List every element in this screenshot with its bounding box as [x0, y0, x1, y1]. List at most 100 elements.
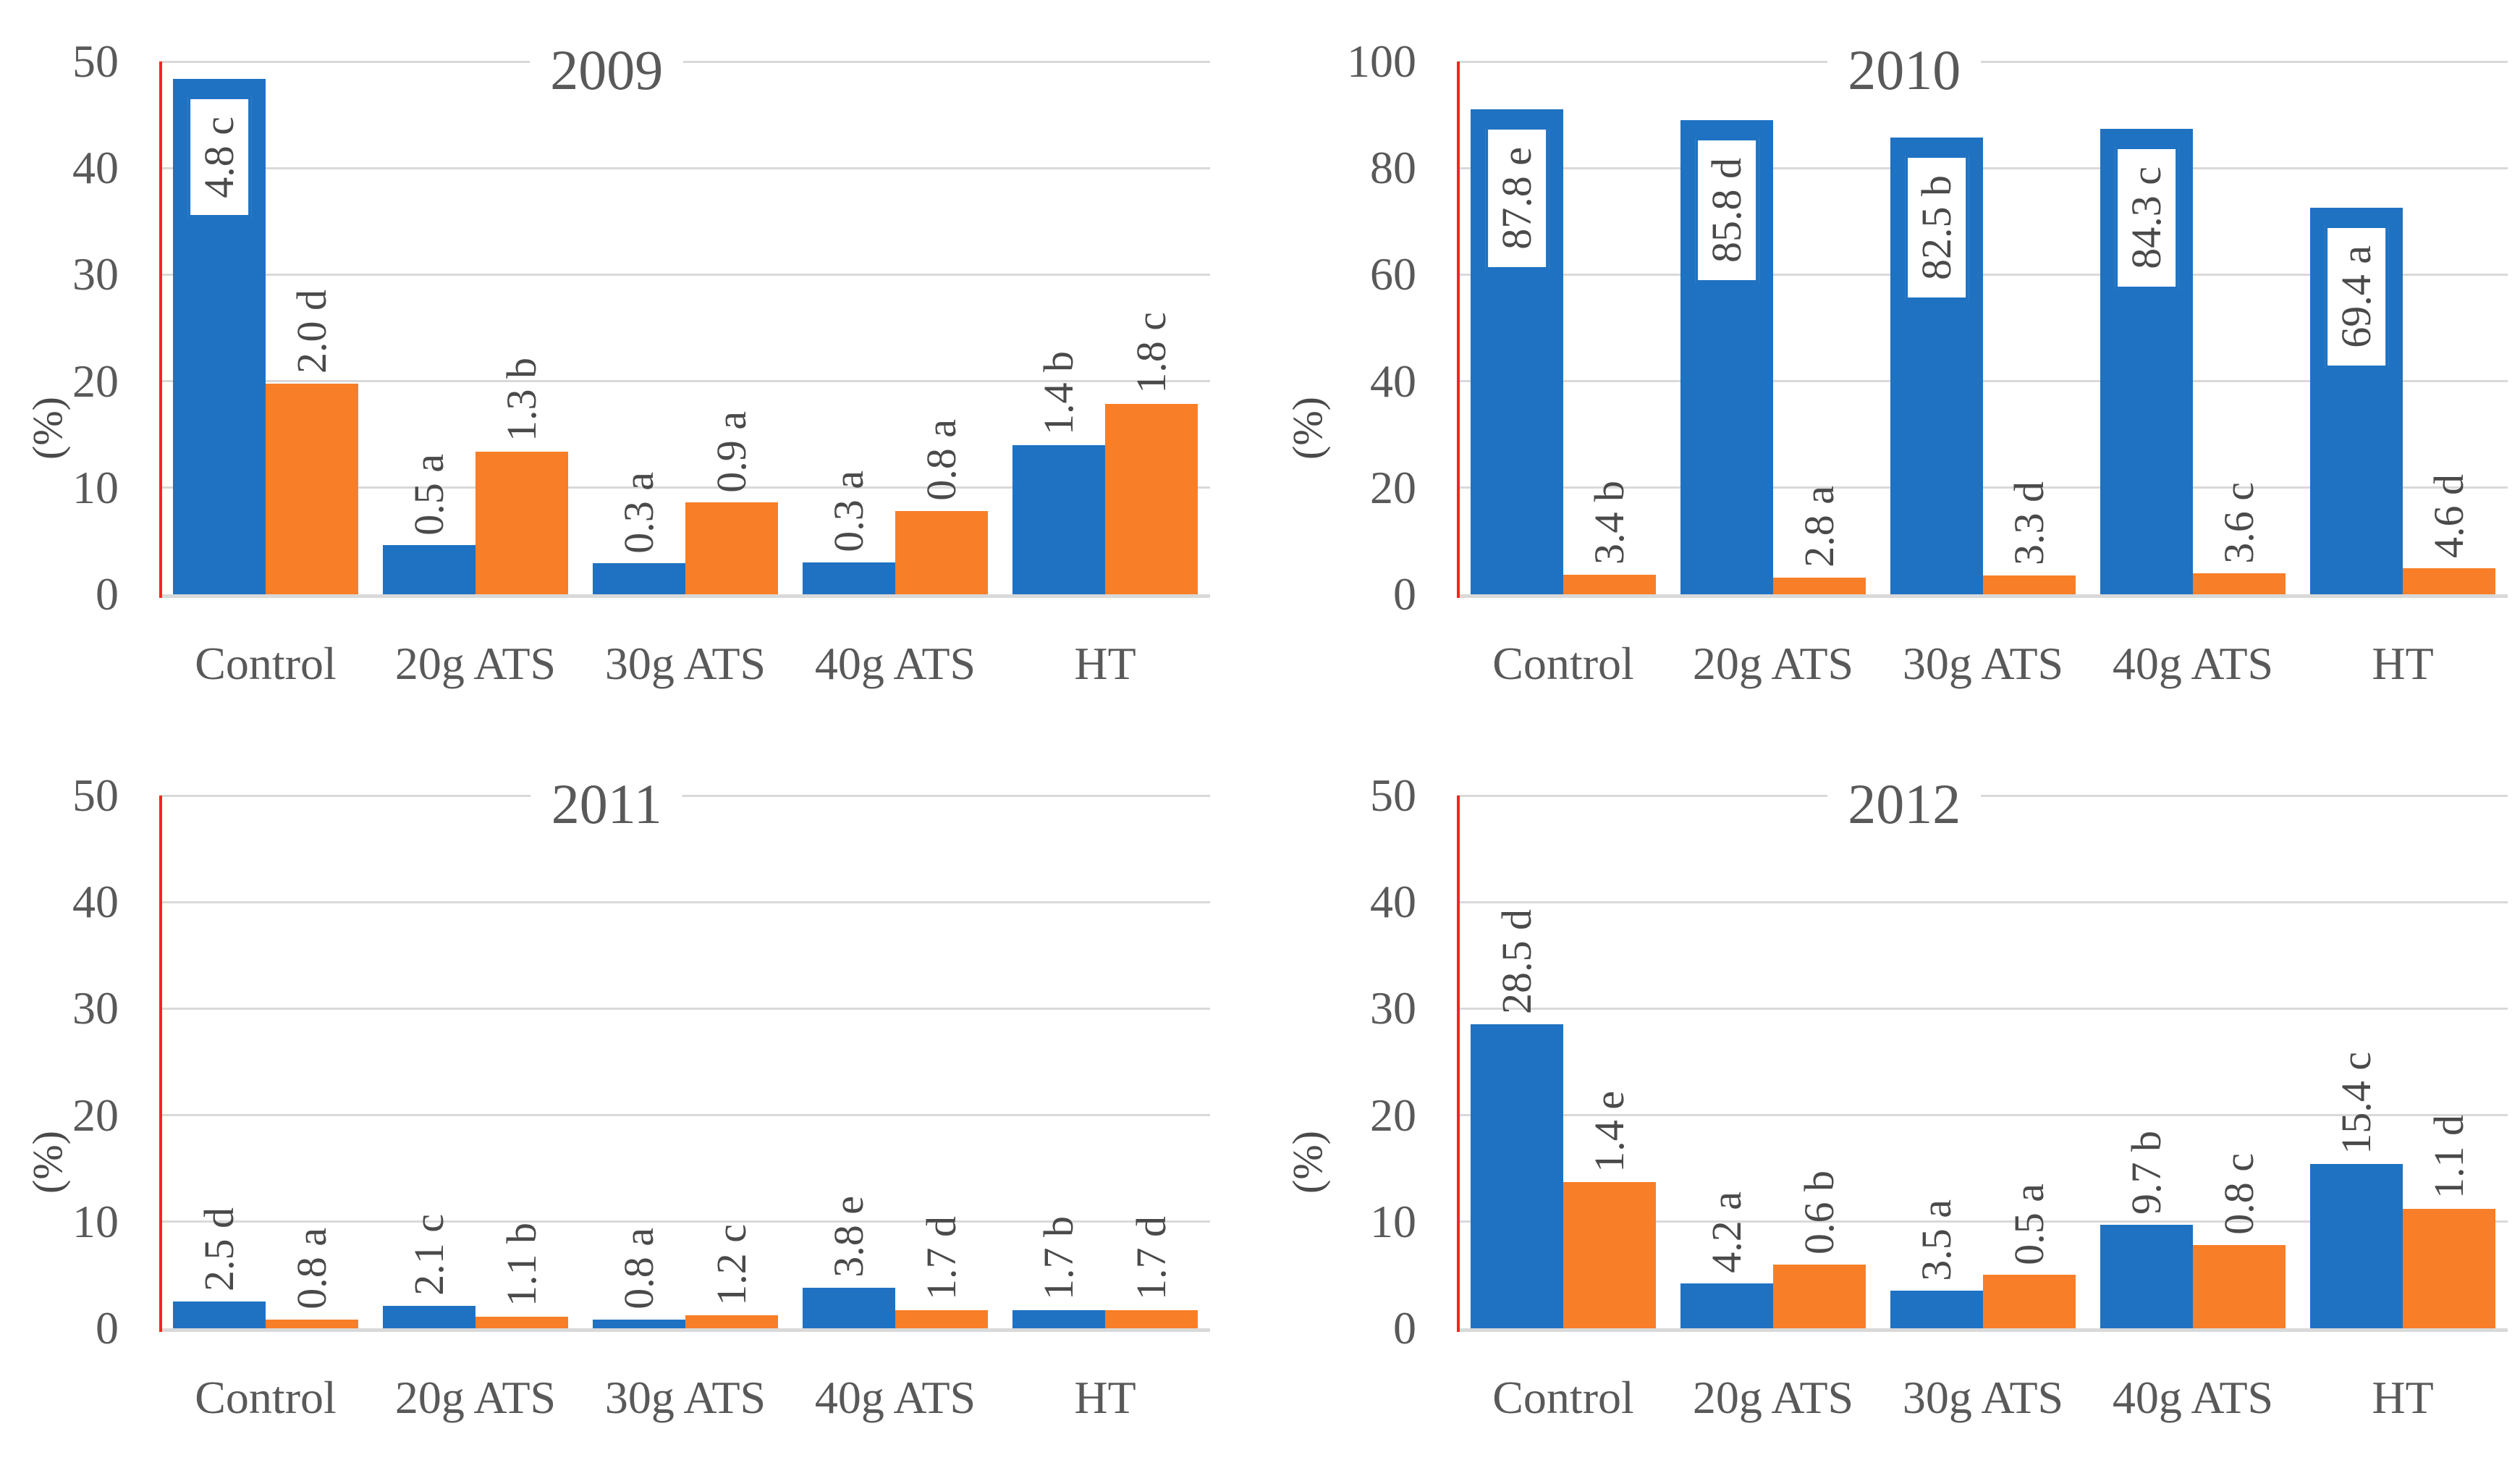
- data-label: 4.8 c: [195, 116, 243, 198]
- gridline: [1458, 794, 2508, 797]
- orange-bar: [685, 502, 778, 594]
- data-label: 4.6 d: [2425, 473, 2473, 558]
- orange-bar: [1773, 578, 1866, 594]
- data-label: 85.8 d: [1703, 157, 1751, 263]
- y-tick-label: 0: [1393, 568, 1416, 620]
- orange-bar: [2193, 573, 2286, 594]
- x-tick-label: Control: [1492, 638, 1634, 689]
- data-label: 0.3 a: [615, 471, 663, 554]
- y-tick-label: 30: [72, 248, 119, 300]
- y-tick-label: 10: [1370, 1195, 1416, 1247]
- y-axis-line: [159, 796, 162, 1332]
- x-axis-tick-labels: Control 20g ATS 30g ATS 40g ATS HT: [1458, 1371, 2508, 1425]
- blue-bar: 85.8 d: [1680, 119, 1773, 594]
- orange-bar: [266, 383, 358, 594]
- y-tick-label: 0: [96, 568, 119, 620]
- data-label: 0.9 a: [708, 410, 756, 493]
- y-axis-title-text: (%): [24, 1131, 71, 1194]
- data-label-holder: 0.6 b: [1794, 1170, 1845, 1254]
- data-label: 1.7 b: [1035, 1215, 1083, 1300]
- orange-bar: [1105, 1309, 1198, 1328]
- data-label-holder: 0.3 a: [824, 471, 874, 552]
- y-axis-tick-labels: 0 10 20 30 40 50: [1260, 769, 1416, 1354]
- orange-bar: [895, 511, 988, 594]
- orange-bar: [685, 1315, 778, 1328]
- gridline: [161, 486, 1210, 489]
- x-tick-label: 40g ATS: [814, 1372, 976, 1423]
- blue-bar: [1890, 1291, 1983, 1328]
- blue-bar: [383, 545, 475, 594]
- data-label-holder: 3.6 c: [2214, 482, 2265, 564]
- gridline: [1458, 273, 2508, 276]
- data-label-holder: 3.4 b: [1584, 481, 1635, 565]
- data-label: 87.8 e: [1493, 147, 1541, 250]
- orange-bar: [1983, 1275, 2076, 1328]
- data-label-holder: 1.3 b: [496, 358, 547, 442]
- gridline: [1458, 380, 2508, 383]
- x-tick-label: 20g ATS: [1692, 1372, 1854, 1423]
- x-tick-label: 30g ATS: [1902, 1372, 2064, 1423]
- y-tick-label: 10: [72, 1195, 119, 1247]
- gridline: [1458, 1220, 2508, 1223]
- gridline: [161, 273, 1210, 276]
- x-tick-label: 40g ATS: [2112, 1372, 2274, 1423]
- data-label-box: 82.5 b: [1905, 155, 1969, 301]
- data-label: 3.4 b: [1586, 480, 1633, 565]
- data-label: 1.3 b: [498, 357, 546, 442]
- y-axis-line: [1457, 62, 1460, 598]
- data-label: 0.6 b: [1796, 1170, 1843, 1254]
- data-label-holder: 1.7 b: [1033, 1216, 1084, 1300]
- y-axis-tick-labels: 0 20 40 60 80 100: [1260, 35, 1416, 620]
- y-tick-label: 40: [1370, 876, 1416, 928]
- blue-bar: [803, 562, 895, 594]
- orange-bar: [1563, 574, 1656, 594]
- y-axis-title-text: (%): [1284, 1131, 1331, 1194]
- blue-bar: [383, 1306, 475, 1328]
- y-tick-label: 60: [1370, 248, 1416, 300]
- gridline: [161, 1114, 1210, 1117]
- data-label-holder: 0.8 a: [614, 1228, 664, 1309]
- orange-bar: [266, 1320, 358, 1328]
- x-tick-label: HT: [1074, 638, 1136, 689]
- data-label-holder: 1.7 d: [1126, 1216, 1177, 1300]
- data-label-holder: 2.1 c: [404, 1214, 454, 1296]
- orange-bar: [2403, 568, 2495, 594]
- data-label-holder: 0.3 a: [614, 472, 664, 554]
- data-label: 3.5 a: [1913, 1199, 1961, 1281]
- orange-bar: [1105, 403, 1198, 594]
- data-label-box: 4.8 c: [187, 96, 251, 219]
- y-axis-title: (%): [1284, 1131, 1331, 1204]
- blue-bar: [2100, 1225, 2193, 1328]
- blue-bar: [1012, 1309, 1105, 1328]
- data-label: 2.5 d: [195, 1207, 243, 1292]
- x-tick-label: 20g ATS: [1692, 638, 1854, 689]
- y-axis-tick-labels: 0 10 20 30 40 50: [0, 769, 119, 1354]
- data-label: 2.1 c: [405, 1214, 453, 1296]
- data-label: 9.7 b: [2123, 1131, 2170, 1215]
- x-tick-label: 40g ATS: [814, 638, 976, 689]
- data-label-holder: 1.8 c: [1126, 312, 1177, 394]
- gridline: [161, 60, 1210, 63]
- data-label: 0.5 a: [2005, 1183, 2053, 1265]
- x-tick-label: 20g ATS: [394, 638, 557, 689]
- x-axis-line: [1458, 1328, 2508, 1332]
- data-label-box: 87.8 e: [1485, 127, 1549, 270]
- data-label-holder: 4.2 a: [1701, 1191, 1752, 1273]
- data-label-holder: 0.5 a: [404, 454, 454, 536]
- y-tick-label: 40: [72, 142, 119, 194]
- x-axis-tick-labels: Control 20g ATS 30g ATS 40g ATS HT: [161, 1371, 1210, 1425]
- data-label-holder: 3.3 d: [2004, 481, 2055, 565]
- gridline: [161, 900, 1210, 903]
- gridline: [1458, 166, 2508, 169]
- y-axis-title: (%): [24, 397, 71, 470]
- data-label: 3.8 e: [825, 1196, 873, 1278]
- data-label: 1.1 b: [498, 1222, 546, 1307]
- data-label: 1.8 c: [1128, 311, 1175, 394]
- x-axis-line: [161, 1328, 1210, 1332]
- y-tick-label: 40: [1370, 355, 1416, 407]
- data-label: 3.3 d: [2005, 481, 2053, 566]
- data-label: 0.3 a: [825, 471, 873, 552]
- data-label-holder: 0.9 a: [706, 411, 757, 493]
- y-tick-label: 30: [72, 982, 119, 1034]
